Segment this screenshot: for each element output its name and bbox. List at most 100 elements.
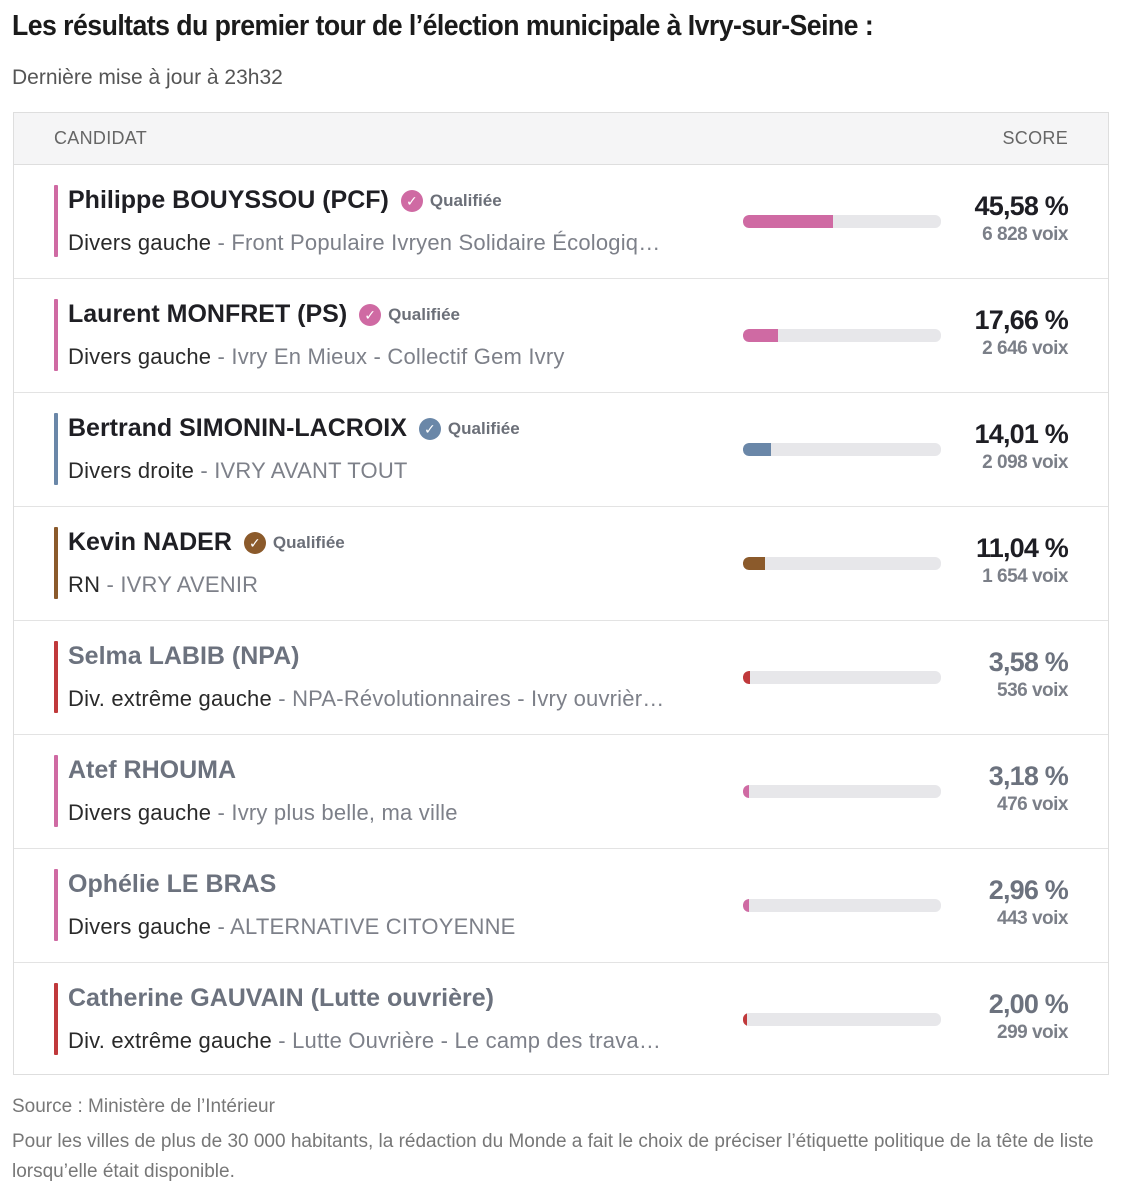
qualified-badge: ✓ Qualifiée bbox=[400, 189, 502, 212]
page-title: Les résultats du premier tour de l’élect… bbox=[12, 10, 874, 42]
score-bar bbox=[743, 899, 941, 912]
candidate-name-line: Atef RHOUMA bbox=[68, 756, 236, 785]
list-name: - IVRY AVANT TOUT bbox=[194, 458, 408, 483]
check-circle-icon: ✓ bbox=[418, 417, 441, 440]
list-name: - NPA-Révolutionnaires - Ivry ouvrièr… bbox=[271, 686, 665, 711]
score-bar bbox=[743, 443, 941, 456]
table-row: Catherine GAUVAIN (Lutte ouvrière) Div. … bbox=[14, 963, 1108, 1077]
candidate-list-line: RN - IVRY AVENIR bbox=[68, 572, 718, 598]
qualified-label: Qualifiée bbox=[388, 304, 460, 324]
list-name: - IVRY AVENIR bbox=[100, 572, 259, 597]
score-cell: 11,04 % 1 654 voix bbox=[976, 533, 1069, 588]
score-votes: 2 098 voix bbox=[982, 452, 1068, 473]
score-votes: 536 voix bbox=[997, 680, 1069, 701]
score-votes: 2 646 voix bbox=[982, 338, 1068, 359]
score-percent: 2,00 % bbox=[988, 989, 1069, 1019]
political-family: RN bbox=[68, 572, 101, 597]
score-bar-fill bbox=[743, 443, 771, 456]
candidate-list-line: Divers gauche - Ivry plus belle, ma vill… bbox=[68, 800, 718, 826]
score-cell: 2,00 % 299 voix bbox=[988, 989, 1069, 1044]
score-cell: 2,96 % 443 voix bbox=[989, 875, 1069, 930]
candidate-list-line: Divers gauche - ALTERNATIVE CITOYENNE bbox=[68, 914, 718, 940]
candidate-name: Selma LABIB (NPA) bbox=[68, 642, 300, 670]
candidate-name: Catherine GAUVAIN (Lutte ouvrière) bbox=[68, 984, 494, 1012]
score-bar-fill bbox=[743, 215, 834, 228]
candidate-name: Philippe BOUYSSOU (PCF) bbox=[68, 186, 389, 214]
score-votes: 1 654 voix bbox=[982, 566, 1068, 587]
qualified-label: Qualifiée bbox=[447, 418, 520, 438]
score-cell: 3,58 % 536 voix bbox=[988, 647, 1069, 702]
score-bar-fill bbox=[743, 1013, 747, 1026]
score-percent: 11,04 % bbox=[976, 533, 1069, 563]
score-percent: 3,58 % bbox=[988, 647, 1069, 677]
candidate-name: Laurent MONFRET (PS) bbox=[68, 300, 348, 328]
candidate-name-line: Philippe BOUYSSOU (PCF) ✓ Qualifiée bbox=[68, 186, 502, 215]
last-update: Dernière mise à jour à 23h32 bbox=[12, 66, 283, 89]
score-percent: 45,58 % bbox=[974, 191, 1069, 221]
score-cell: 14,01 % 2 098 voix bbox=[974, 419, 1069, 474]
score-bar bbox=[743, 329, 941, 342]
political-family: Divers gauche bbox=[68, 914, 212, 939]
score-bar bbox=[743, 215, 941, 228]
score-votes: 299 voix bbox=[997, 1022, 1069, 1043]
results-table: CANDIDAT SCORE Philippe BOUYSSOU (PCF) ✓… bbox=[13, 112, 1109, 1075]
score-bar-fill bbox=[743, 329, 778, 342]
list-name: - Front Populaire Ivryen Solidaire Écolo… bbox=[211, 230, 661, 255]
score-bar-fill bbox=[743, 557, 765, 570]
party-color-bar bbox=[54, 527, 58, 599]
score-cell: 3,18 % 476 voix bbox=[989, 761, 1069, 816]
check-circle-icon: ✓ bbox=[359, 303, 382, 326]
score-votes: 476 voix bbox=[997, 794, 1069, 815]
score-bar-fill bbox=[743, 671, 751, 684]
score-votes: 443 voix bbox=[997, 908, 1069, 929]
party-color-bar bbox=[54, 983, 58, 1055]
list-name: - Ivry En Mieux - Collectif Gem Ivry bbox=[211, 344, 565, 369]
candidate-name-line: Ophélie LE BRAS bbox=[68, 870, 276, 899]
list-name: - ALTERNATIVE CITOYENNE bbox=[211, 914, 516, 939]
candidate-list-line: Div. extrême gauche - Lutte Ouvrière - L… bbox=[68, 1028, 718, 1054]
list-name: - Ivry plus belle, ma ville bbox=[211, 800, 458, 825]
score-bar bbox=[743, 557, 941, 570]
qualified-label: Qualifiée bbox=[429, 190, 502, 210]
score-votes: 6 828 voix bbox=[982, 224, 1068, 245]
candidate-name-line: Selma LABIB (NPA) bbox=[68, 642, 300, 671]
qualified-badge: ✓ Qualifiée bbox=[418, 417, 520, 440]
table-row: Kevin NADER ✓ Qualifiée RN - IVRY AVENIR … bbox=[14, 507, 1108, 621]
table-row: Atef RHOUMA Divers gauche - Ivry plus be… bbox=[14, 735, 1108, 849]
column-score: SCORE bbox=[1002, 128, 1068, 148]
table-row: Selma LABIB (NPA) Div. extrême gauche - … bbox=[14, 621, 1108, 735]
score-cell: 45,58 % 6 828 voix bbox=[974, 191, 1069, 246]
qualified-badge: ✓ Qualifiée bbox=[243, 531, 345, 554]
party-color-bar bbox=[54, 755, 58, 827]
table-row: Philippe BOUYSSOU (PCF) ✓ Qualifiée Diver… bbox=[14, 165, 1108, 279]
qualified-badge: ✓ Qualifiée bbox=[359, 303, 460, 326]
score-cell: 17,66 % 2 646 voix bbox=[974, 305, 1069, 360]
table-header: CANDIDAT SCORE bbox=[14, 113, 1108, 165]
political-family: Divers gauche bbox=[68, 800, 212, 825]
candidate-list-line: Divers gauche - Front Populaire Ivryen S… bbox=[68, 230, 718, 256]
table-row: Laurent MONFRET (PS) ✓ Qualifiée Divers g… bbox=[14, 279, 1108, 393]
list-name: - Lutte Ouvrière - Le camp des trava… bbox=[271, 1028, 662, 1053]
candidate-name: Bertrand SIMONIN-LACROIX bbox=[68, 414, 407, 442]
candidate-name-line: Kevin NADER ✓ Qualifiée bbox=[68, 528, 345, 557]
score-bar bbox=[743, 671, 941, 684]
column-candidate: CANDIDAT bbox=[54, 128, 148, 148]
political-family: Divers gauche bbox=[68, 230, 212, 255]
political-family: Div. extrême gauche bbox=[68, 1028, 272, 1053]
check-circle-icon: ✓ bbox=[243, 531, 266, 554]
check-circle-icon: ✓ bbox=[400, 189, 423, 212]
candidate-list-line: Div. extrême gauche - NPA-Révolutionnair… bbox=[68, 686, 718, 712]
score-percent: 14,01 % bbox=[974, 419, 1069, 449]
candidate-name-line: Laurent MONFRET (PS) ✓ Qualifiée bbox=[68, 300, 460, 329]
score-percent: 17,66 % bbox=[974, 305, 1069, 335]
candidate-rows: Philippe BOUYSSOU (PCF) ✓ Qualifiée Diver… bbox=[14, 165, 1108, 1077]
table-row: Bertrand SIMONIN-LACROIX ✓ Qualifiée Dive… bbox=[14, 393, 1108, 507]
candidate-list-line: Divers gauche - Ivry En Mieux - Collecti… bbox=[68, 344, 718, 370]
qualified-label: Qualifiée bbox=[272, 532, 345, 552]
score-bar-fill bbox=[743, 785, 750, 798]
party-color-bar bbox=[54, 413, 58, 485]
political-family: Divers droite bbox=[68, 458, 195, 483]
candidate-name: Kevin NADER bbox=[68, 528, 232, 556]
candidate-name: Ophélie LE BRAS bbox=[68, 870, 277, 898]
